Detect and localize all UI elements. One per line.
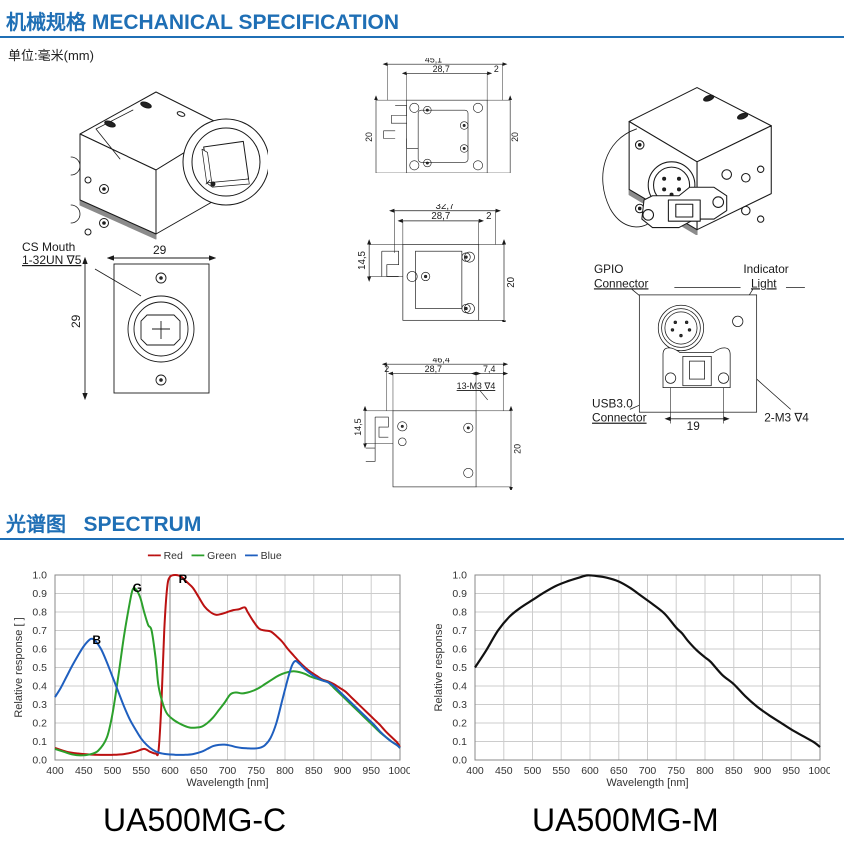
svg-text:0.9: 0.9	[452, 588, 467, 600]
svg-text:20: 20	[510, 132, 520, 142]
svg-text:28,7: 28,7	[431, 211, 450, 222]
svg-text:29: 29	[69, 314, 83, 328]
svg-text:B: B	[92, 633, 101, 647]
svg-text:0.6: 0.6	[452, 644, 467, 656]
svg-text:850: 850	[725, 765, 743, 777]
svg-text:29: 29	[153, 243, 167, 257]
svg-text:14,5: 14,5	[353, 418, 363, 435]
svg-text:550: 550	[552, 765, 570, 777]
svg-text:Indicator: Indicator	[743, 262, 788, 276]
svg-text:550: 550	[132, 765, 150, 777]
svg-text:950: 950	[362, 765, 380, 777]
svg-text:650: 650	[610, 765, 628, 777]
svg-text:0.0: 0.0	[452, 755, 467, 767]
svg-text:0.3: 0.3	[452, 699, 467, 711]
svg-text:20: 20	[364, 132, 374, 142]
svg-text:Connector: Connector	[594, 276, 649, 290]
svg-text:500: 500	[104, 765, 122, 777]
svg-text:Relative response [ ]: Relative response [ ]	[13, 617, 25, 717]
svg-text:1000: 1000	[388, 765, 410, 777]
svg-text:0.6: 0.6	[32, 644, 47, 656]
svg-text:0.0: 0.0	[32, 755, 47, 767]
svg-text:1000: 1000	[808, 765, 830, 777]
svg-text:USB3.0: USB3.0	[592, 396, 633, 410]
svg-text:1-32UN ∇5: 1-32UN ∇5	[22, 253, 82, 267]
svg-text:28,7: 28,7	[425, 364, 442, 374]
svg-text:0.7: 0.7	[32, 625, 47, 637]
svg-text:900: 900	[754, 765, 772, 777]
svg-text:R: R	[179, 572, 188, 586]
svg-text:0.2: 0.2	[32, 718, 47, 730]
svg-text:0.5: 0.5	[452, 662, 467, 674]
svg-text:G: G	[133, 581, 142, 595]
svg-text:Wavelength [nm]: Wavelength [nm]	[186, 777, 268, 789]
svg-text:900: 900	[334, 765, 352, 777]
svg-text:750: 750	[247, 765, 265, 777]
svg-text:500: 500	[524, 765, 542, 777]
svg-text:0.8: 0.8	[452, 607, 467, 619]
svg-text:0.1: 0.1	[452, 736, 467, 748]
svg-text:700: 700	[219, 765, 237, 777]
svg-text:800: 800	[696, 765, 714, 777]
svg-text:850: 850	[305, 765, 323, 777]
svg-text:20: 20	[512, 444, 522, 454]
svg-text:650: 650	[190, 765, 208, 777]
svg-text:1.0: 1.0	[32, 570, 47, 582]
svg-text:700: 700	[639, 765, 657, 777]
svg-text:7,4: 7,4	[483, 364, 495, 374]
svg-text:19: 19	[687, 419, 701, 433]
svg-text:0.7: 0.7	[452, 625, 467, 637]
svg-text:Light: Light	[751, 276, 777, 290]
svg-text:2: 2	[486, 211, 491, 222]
svg-text:450: 450	[75, 765, 93, 777]
svg-text:0.3: 0.3	[32, 699, 47, 711]
svg-text:Connector: Connector	[592, 411, 647, 425]
svg-text:0.2: 0.2	[452, 718, 467, 730]
svg-text:400: 400	[46, 765, 64, 777]
svg-text:0.1: 0.1	[32, 736, 47, 748]
svg-text:0.5: 0.5	[32, 662, 47, 674]
svg-text:14,5: 14,5	[357, 251, 368, 270]
svg-text:2: 2	[494, 64, 499, 74]
svg-text:20: 20	[506, 276, 517, 287]
svg-text:0.4: 0.4	[32, 681, 47, 693]
svg-text:GPIO: GPIO	[594, 262, 624, 276]
svg-text:0.4: 0.4	[452, 681, 467, 693]
svg-text:450: 450	[495, 765, 513, 777]
svg-text:800: 800	[276, 765, 294, 777]
svg-text:600: 600	[581, 765, 599, 777]
svg-text:0.9: 0.9	[32, 588, 47, 600]
svg-text:600: 600	[161, 765, 179, 777]
svg-text:0.8: 0.8	[32, 607, 47, 619]
svg-text:Wavelength [nm]: Wavelength [nm]	[606, 777, 688, 789]
svg-text:28,7: 28,7	[433, 64, 450, 74]
svg-text:1.0: 1.0	[452, 570, 467, 582]
svg-text:Relative response: Relative response	[433, 623, 445, 711]
svg-text:400: 400	[466, 765, 484, 777]
svg-text:950: 950	[782, 765, 800, 777]
svg-text:2-M3 ∇4: 2-M3 ∇4	[764, 411, 809, 425]
svg-text:750: 750	[667, 765, 685, 777]
